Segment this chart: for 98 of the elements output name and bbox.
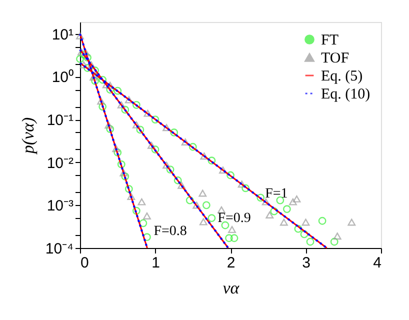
point bbox=[318, 216, 326, 225]
point bbox=[225, 234, 233, 242]
point bbox=[124, 96, 133, 104]
legend-label: TOF bbox=[321, 50, 350, 66]
y-tick-label: 10⁻⁴ bbox=[45, 240, 74, 258]
point bbox=[76, 32, 84, 40]
point bbox=[280, 218, 288, 226]
point bbox=[186, 196, 194, 204]
point bbox=[330, 238, 338, 246]
point bbox=[114, 148, 122, 156]
point bbox=[90, 74, 98, 81]
point bbox=[292, 195, 301, 202]
point bbox=[97, 98, 106, 105]
point bbox=[306, 238, 314, 246]
point bbox=[270, 207, 278, 216]
y-tick-label: 10⁻² bbox=[46, 154, 74, 172]
point bbox=[106, 125, 114, 134]
point bbox=[104, 122, 113, 129]
y-tick-label: 10⁰ bbox=[52, 69, 74, 86]
point bbox=[219, 166, 227, 174]
x-tick-label: 3 bbox=[302, 254, 310, 272]
point bbox=[114, 86, 122, 95]
point bbox=[132, 206, 140, 215]
point bbox=[148, 142, 156, 149]
point bbox=[300, 230, 308, 238]
point bbox=[174, 176, 182, 184]
point bbox=[188, 142, 197, 151]
point bbox=[106, 86, 114, 94]
point bbox=[289, 198, 297, 206]
point bbox=[170, 128, 178, 136]
point bbox=[208, 156, 216, 165]
point bbox=[208, 214, 216, 222]
point bbox=[117, 101, 126, 108]
point bbox=[91, 76, 100, 85]
point bbox=[132, 100, 140, 109]
point bbox=[144, 110, 152, 117]
y-tick-label: 10⁻³ bbox=[46, 198, 74, 215]
annotation: F=1 bbox=[265, 186, 288, 202]
y-tick-label: 10⁻¹ bbox=[46, 112, 74, 130]
y-axis-title: p(vα) bbox=[18, 117, 38, 155]
point bbox=[98, 102, 107, 111]
legend-label: Eq. (5) bbox=[321, 68, 363, 84]
point bbox=[238, 180, 246, 188]
point bbox=[102, 81, 110, 88]
point bbox=[136, 126, 144, 134]
point bbox=[143, 212, 151, 220]
point bbox=[151, 146, 160, 154]
point bbox=[256, 194, 265, 202]
point bbox=[294, 224, 302, 233]
y-tick-label: 10¹ bbox=[52, 26, 74, 44]
annotation: F=0.9 bbox=[218, 211, 251, 226]
point bbox=[226, 171, 234, 180]
point bbox=[198, 190, 207, 197]
point bbox=[84, 54, 92, 62]
point bbox=[78, 48, 86, 56]
point bbox=[181, 138, 190, 146]
point bbox=[192, 202, 201, 209]
x-tick-label: 4 bbox=[373, 254, 382, 272]
point bbox=[166, 166, 174, 174]
point bbox=[262, 198, 270, 206]
point bbox=[138, 198, 146, 206]
point bbox=[151, 116, 160, 124]
point bbox=[202, 201, 210, 210]
point bbox=[139, 219, 148, 228]
point bbox=[302, 218, 310, 226]
x-axis-title: vα bbox=[222, 278, 240, 298]
point bbox=[230, 234, 238, 242]
annotation: F=0.8 bbox=[154, 224, 187, 239]
x-tick-label: 1 bbox=[152, 254, 160, 272]
point bbox=[132, 121, 140, 128]
point bbox=[333, 232, 342, 240]
point bbox=[143, 233, 151, 242]
point bbox=[121, 106, 130, 114]
point bbox=[348, 218, 356, 226]
point bbox=[87, 61, 96, 68]
legend-label: FT bbox=[321, 32, 339, 48]
point bbox=[120, 169, 128, 176]
point bbox=[162, 162, 170, 169]
point bbox=[127, 192, 136, 200]
point bbox=[282, 205, 291, 214]
point bbox=[117, 160, 126, 168]
point bbox=[199, 218, 208, 226]
point bbox=[82, 49, 90, 56]
point bbox=[200, 152, 208, 160]
legend-label: Eq. (10) bbox=[321, 86, 370, 102]
point bbox=[242, 184, 250, 192]
x-tick-label: 0 bbox=[80, 254, 89, 272]
point bbox=[162, 124, 170, 132]
point bbox=[178, 182, 186, 189]
point bbox=[80, 61, 88, 68]
x-tick-label: 2 bbox=[226, 254, 236, 272]
point bbox=[121, 172, 130, 180]
point bbox=[76, 55, 84, 63]
point bbox=[124, 184, 133, 193]
point bbox=[266, 211, 274, 218]
point bbox=[112, 145, 120, 152]
point bbox=[228, 226, 236, 234]
point bbox=[98, 76, 107, 84]
